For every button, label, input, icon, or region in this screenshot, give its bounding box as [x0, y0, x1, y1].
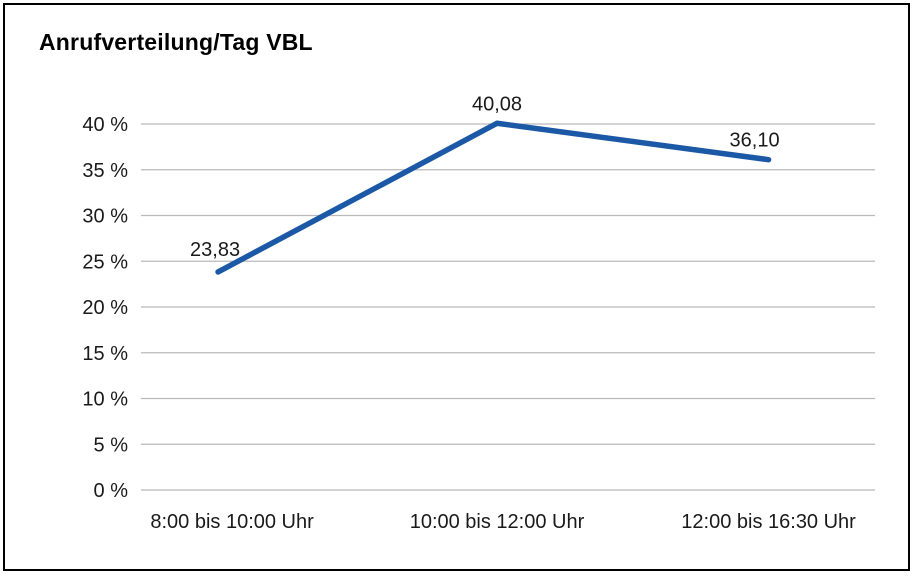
y-tick-label: 10 % — [82, 389, 128, 411]
y-tick-label: 20 % — [82, 297, 128, 319]
line-chart: 0 % 5 % 10 % 15 % 20 % 25 % 30 % 35 % 40 % 23,83 4… — [82, 93, 875, 533]
data-point-label: 36,10 — [730, 130, 780, 152]
y-tick-label: 35 % — [82, 160, 128, 182]
data-point-label: 23,83 — [190, 239, 240, 261]
y-tick-label: 5 % — [94, 434, 129, 456]
y-tick-label: 30 % — [82, 206, 128, 228]
data-line — [215, 120, 772, 275]
y-tick-label: 0 % — [94, 480, 129, 502]
x-category-label: 8:00 bis 10:00 Uhr — [150, 511, 314, 533]
chart-frame: Anrufverteilung/Tag VBL 0 % 5 % 10 % 15 % 20… — [3, 3, 910, 571]
y-tick-label: 40 % — [82, 114, 128, 136]
y-tick-label: 25 % — [82, 251, 128, 273]
y-tick-label: 15 % — [82, 343, 128, 365]
chart-title: Anrufverteilung/Tag VBL — [39, 29, 313, 55]
x-category-label: 12:00 bis 16:30 Uhr — [681, 511, 856, 533]
x-category-label: 10:00 bis 12:00 Uhr — [410, 511, 585, 533]
data-point-label: 40,08 — [472, 93, 522, 115]
